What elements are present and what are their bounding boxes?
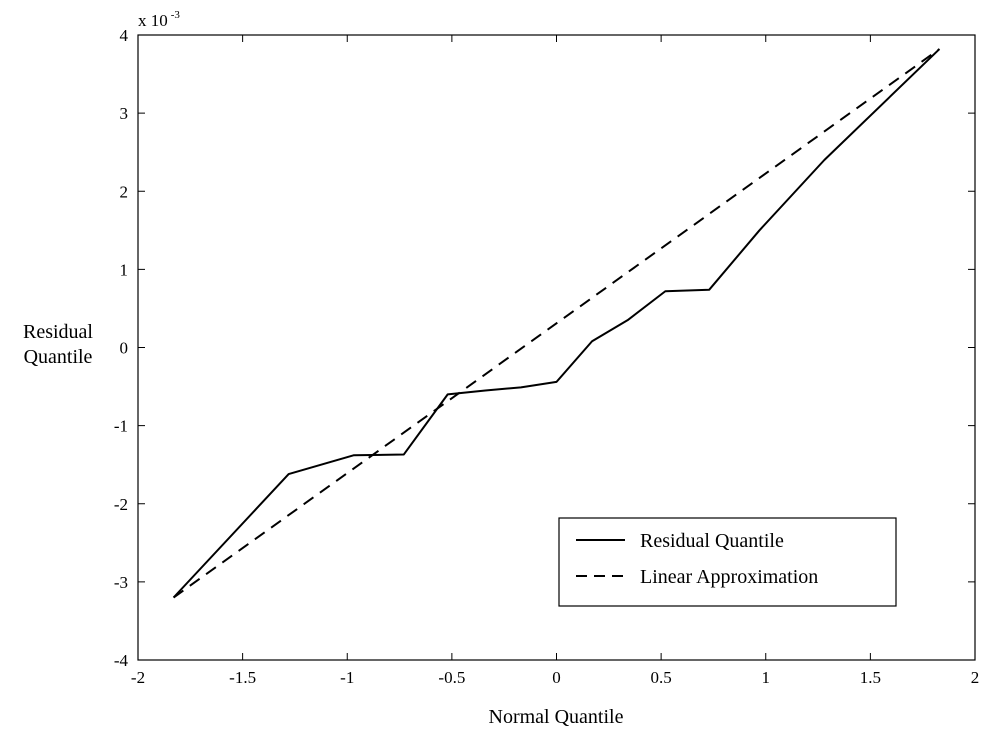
y-tick-label: 4 [120,26,129,45]
x-tick-label: -2 [131,668,145,687]
y-tick-label: -4 [114,651,129,670]
x-tick-label: -1 [340,668,354,687]
y-tick-label: -2 [114,495,128,514]
legend: Residual Quantile Linear Approximation [558,517,897,607]
x-tick-label: 2 [971,668,980,687]
y-tick-label: 2 [120,182,129,201]
x-tick-label: -1.5 [229,668,256,687]
y-exponent-label: x 10 -3 [138,9,180,30]
series-line-residual-quantile [172,48,941,599]
x-tick-label: 0.5 [651,668,672,687]
y-tick-label: 1 [120,260,129,279]
series-line-linear-approximation [172,48,941,599]
y-tick-label: 3 [120,104,129,123]
y-tick-label: -1 [114,417,128,436]
x-axis-label: Normal Quantile [489,706,624,728]
legend-label-residual: Residual Quantile [640,530,784,552]
x-tick-label: -0.5 [438,668,465,687]
x-tick-label: 0 [552,668,561,687]
y-tick-label: -3 [114,573,128,592]
legend-label-linear: Linear Approximation [640,566,818,588]
x-tick-label: 1.5 [860,668,881,687]
legend-box [558,517,897,607]
y-tick-label: 0 [120,339,129,358]
x-tick-label: 1 [762,668,771,687]
y-axis-label-line-2: Quantile [24,346,93,368]
y-axis-label-line-1: Residual [23,321,93,343]
